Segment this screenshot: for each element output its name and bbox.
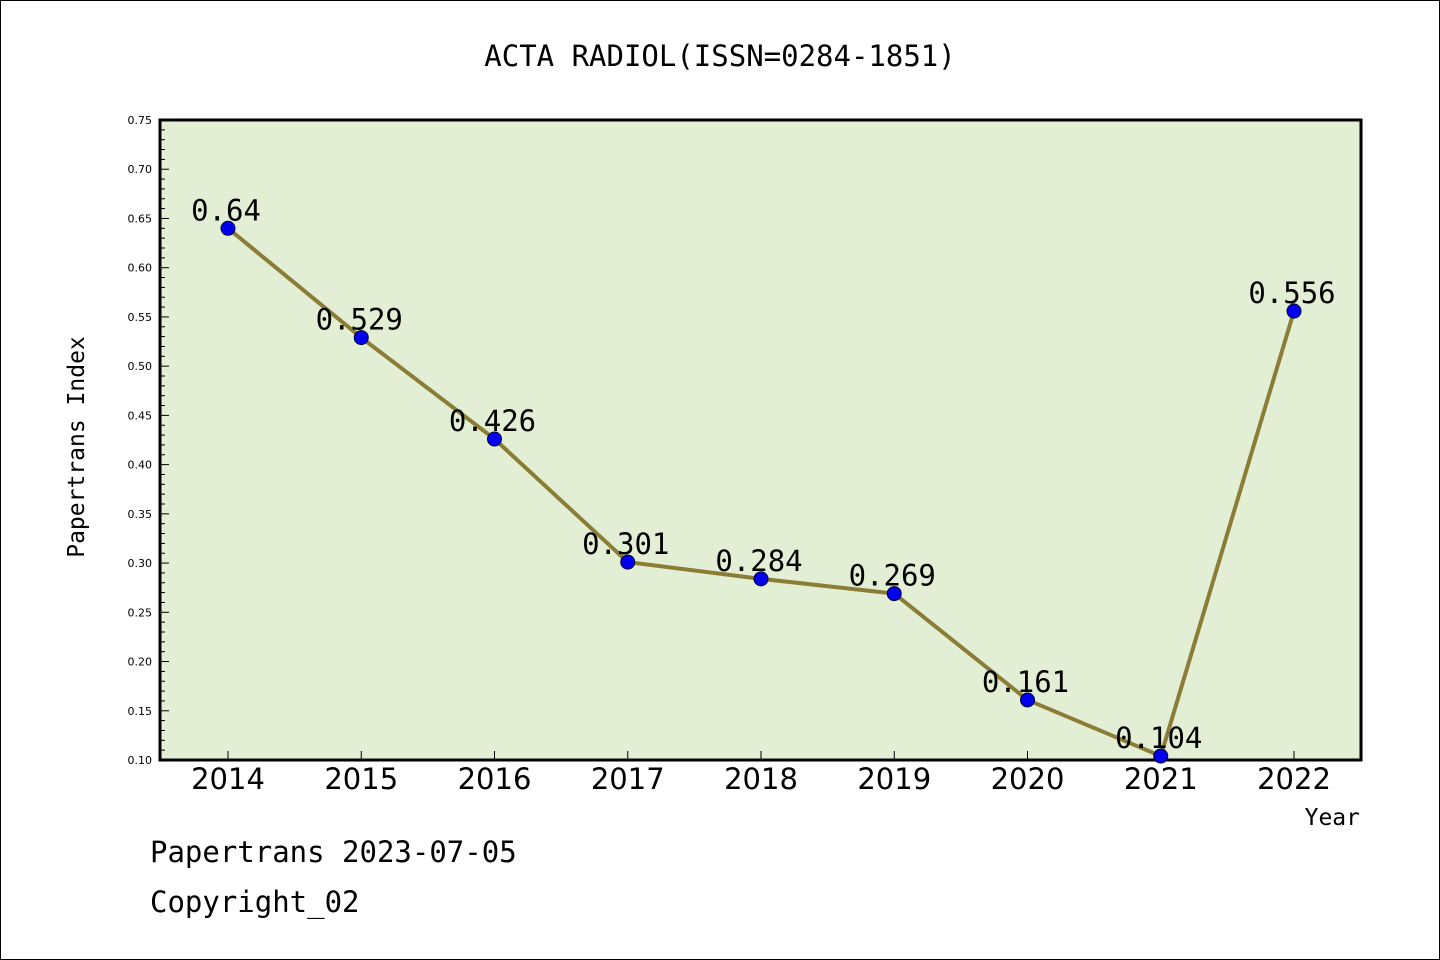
data-label: 0.269 [849,559,936,593]
plot-area [158,118,1363,762]
x-tick-label: 2019 [857,762,931,796]
y-tick-label: 0.70 [128,163,153,176]
x-tick-label: 2016 [458,762,532,796]
data-label: 0.64 [191,193,261,227]
x-axis-label: Year [1305,805,1360,831]
footer-copyright: Copyright_02 [150,885,360,919]
x-tick-label: 2014 [191,762,265,796]
y-tick-label: 0.10 [128,754,153,767]
data-point [886,586,902,602]
chart-title: ACTA RADIOL(ISSN=0284-1851) [484,39,955,73]
x-axis: 2014 2015 2016 2017 2018 2019 2020 2021 2022 [191,751,1331,796]
data-labels: 0.64 0.529 0.426 0.301 0.284 0.269 0.161 0.104 0… [191,193,1336,755]
data-point [1286,303,1302,319]
x-tick-label: 2021 [1124,762,1198,796]
x-tick-label: 2018 [724,762,798,796]
data-point [620,554,636,570]
data-point [1020,692,1035,708]
x-tick-label: 2020 [991,762,1065,796]
y-tick-label: 0.65 [128,212,153,225]
data-label: 0.104 [1115,721,1202,755]
data-label: 0.161 [982,665,1069,699]
x-tick-label: 2015 [324,762,398,796]
y-tick-label: 0.25 [128,606,153,619]
data-label: 0.529 [316,303,403,337]
data-point [353,330,369,346]
x-tick-label: 2017 [591,762,665,796]
y-tick-label: 0.35 [128,508,153,521]
y-tick-label: 0.40 [128,459,153,472]
data-point [220,220,236,236]
data-label: 0.301 [582,527,669,561]
y-axis-label: Papertrans Index [64,336,90,558]
data-label: 0.556 [1248,276,1335,310]
y-axis: 0.10 0.15 0.20 0.25 0.30 0.35 0.40 0.45 0.50 0.55… [128,114,169,767]
footer-date: Papertrans 2023-07-05 [150,835,517,869]
y-tick-label: 0.20 [128,656,153,669]
y-tick-label: 0.45 [128,409,153,422]
data-label: 0.284 [715,544,802,578]
y-tick-label: 0.55 [128,311,153,324]
data-point [487,431,502,447]
y-tick-label: 0.75 [128,114,153,127]
data-markers [220,220,1302,764]
data-point [753,571,769,587]
y-tick-label: 0.60 [128,262,153,275]
data-point [1153,748,1169,764]
y-tick-label: 0.30 [128,557,153,570]
y-tick-label: 0.15 [128,705,153,718]
x-tick-label: 2022 [1257,762,1331,796]
data-label: 0.426 [449,404,536,438]
y-tick-label: 0.50 [128,360,153,373]
